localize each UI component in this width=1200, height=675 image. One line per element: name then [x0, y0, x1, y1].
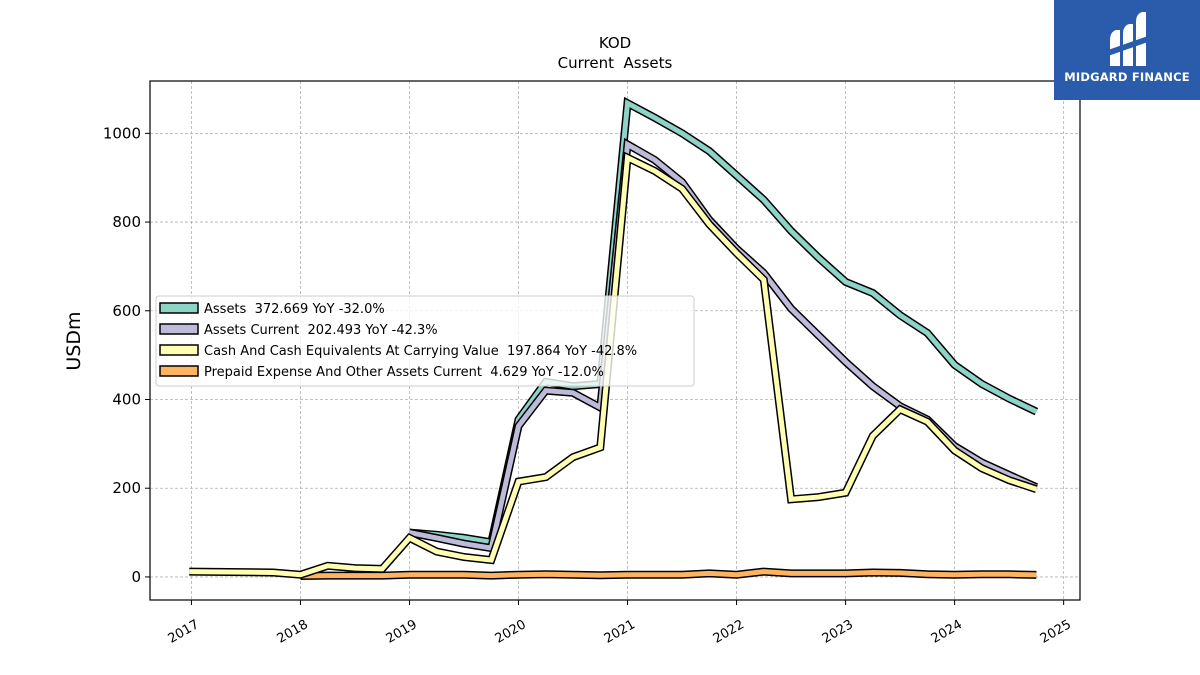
x-tick-label: 2020: [493, 617, 529, 647]
legend-swatch: [159, 365, 199, 377]
x-tick-label: 2017: [166, 617, 202, 647]
y-tick-label: 400: [112, 390, 141, 408]
legend-box: [155, 295, 695, 387]
legend: Assets 372.669 YoY -32.0% Assets Current …: [155, 295, 695, 387]
series-layer: [189, 96, 1039, 580]
midgard-logo-icon: [1108, 12, 1148, 66]
y-axis-label: USDm: [63, 311, 85, 370]
series-line-prepaid-expense-and-other-assets-current: [300, 569, 1037, 579]
plot-frame: [149, 80, 1081, 601]
x-tick-label: 2018: [275, 617, 311, 647]
series-line-cash-and-cash-equivalents-at-carrying-value: [189, 153, 1038, 578]
legend-swatch: [159, 302, 199, 314]
y-tick-label: 800: [112, 213, 141, 231]
legend-swatch: [159, 323, 199, 335]
x-tick-label: 2022: [711, 617, 747, 647]
legend-label: Cash And Cash Equivalents At Carrying Va…: [204, 344, 637, 359]
x-tick-label: 2025: [1038, 617, 1074, 647]
legend-label: Assets 372.669 YoY -32.0%: [204, 302, 385, 317]
y-tick-label: 200: [112, 479, 141, 497]
y-tick-label: 600: [112, 302, 141, 320]
chart-title: KOD: [599, 34, 631, 52]
brand-name: MIDGARD FINANCE: [1064, 70, 1190, 84]
y-tick-label: 1000: [103, 124, 141, 142]
legend-label: Prepaid Expense And Other Assets Current…: [204, 365, 604, 380]
legend-swatch: [159, 344, 199, 356]
legend-label: Assets Current 202.493 YoY -42.3%: [204, 323, 438, 338]
x-tick-label: 2023: [820, 617, 856, 647]
x-tick-label: 2024: [929, 617, 965, 647]
brand-logo: MIDGARD FINANCE: [1054, 0, 1200, 100]
y-tick-label: 0: [131, 568, 141, 586]
x-tick-label: 2019: [384, 617, 420, 647]
chart-subtitle: Current Assets: [558, 54, 673, 72]
x-tick-label: 2021: [602, 617, 638, 647]
